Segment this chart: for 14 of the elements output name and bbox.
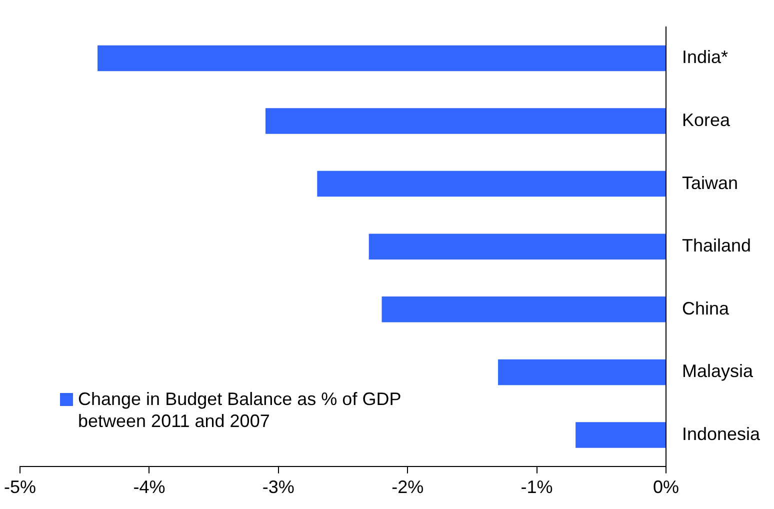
x-tick-label: -1%: [520, 477, 553, 498]
y-tick-label: India*: [682, 47, 728, 68]
x-tick-label: -5%: [4, 477, 36, 498]
x-tick-label: -4%: [133, 477, 166, 498]
y-tick-label: Malaysia: [682, 361, 754, 382]
legend-label: Change in Budget Balance as % of GDP between 2011 and 2007: [78, 388, 402, 432]
y-tick-label: Taiwan: [682, 172, 738, 193]
y-tick-label: China: [682, 298, 730, 318]
x-tick-label: 0%: [652, 477, 680, 498]
x-tick-label: -2%: [392, 477, 424, 498]
y-tick-label: Indonesia: [682, 424, 762, 444]
y-tick-label: Thailand: [682, 236, 752, 256]
y-tick-label: Korea: [682, 110, 732, 130]
x-tick-label: -3%: [262, 477, 294, 498]
